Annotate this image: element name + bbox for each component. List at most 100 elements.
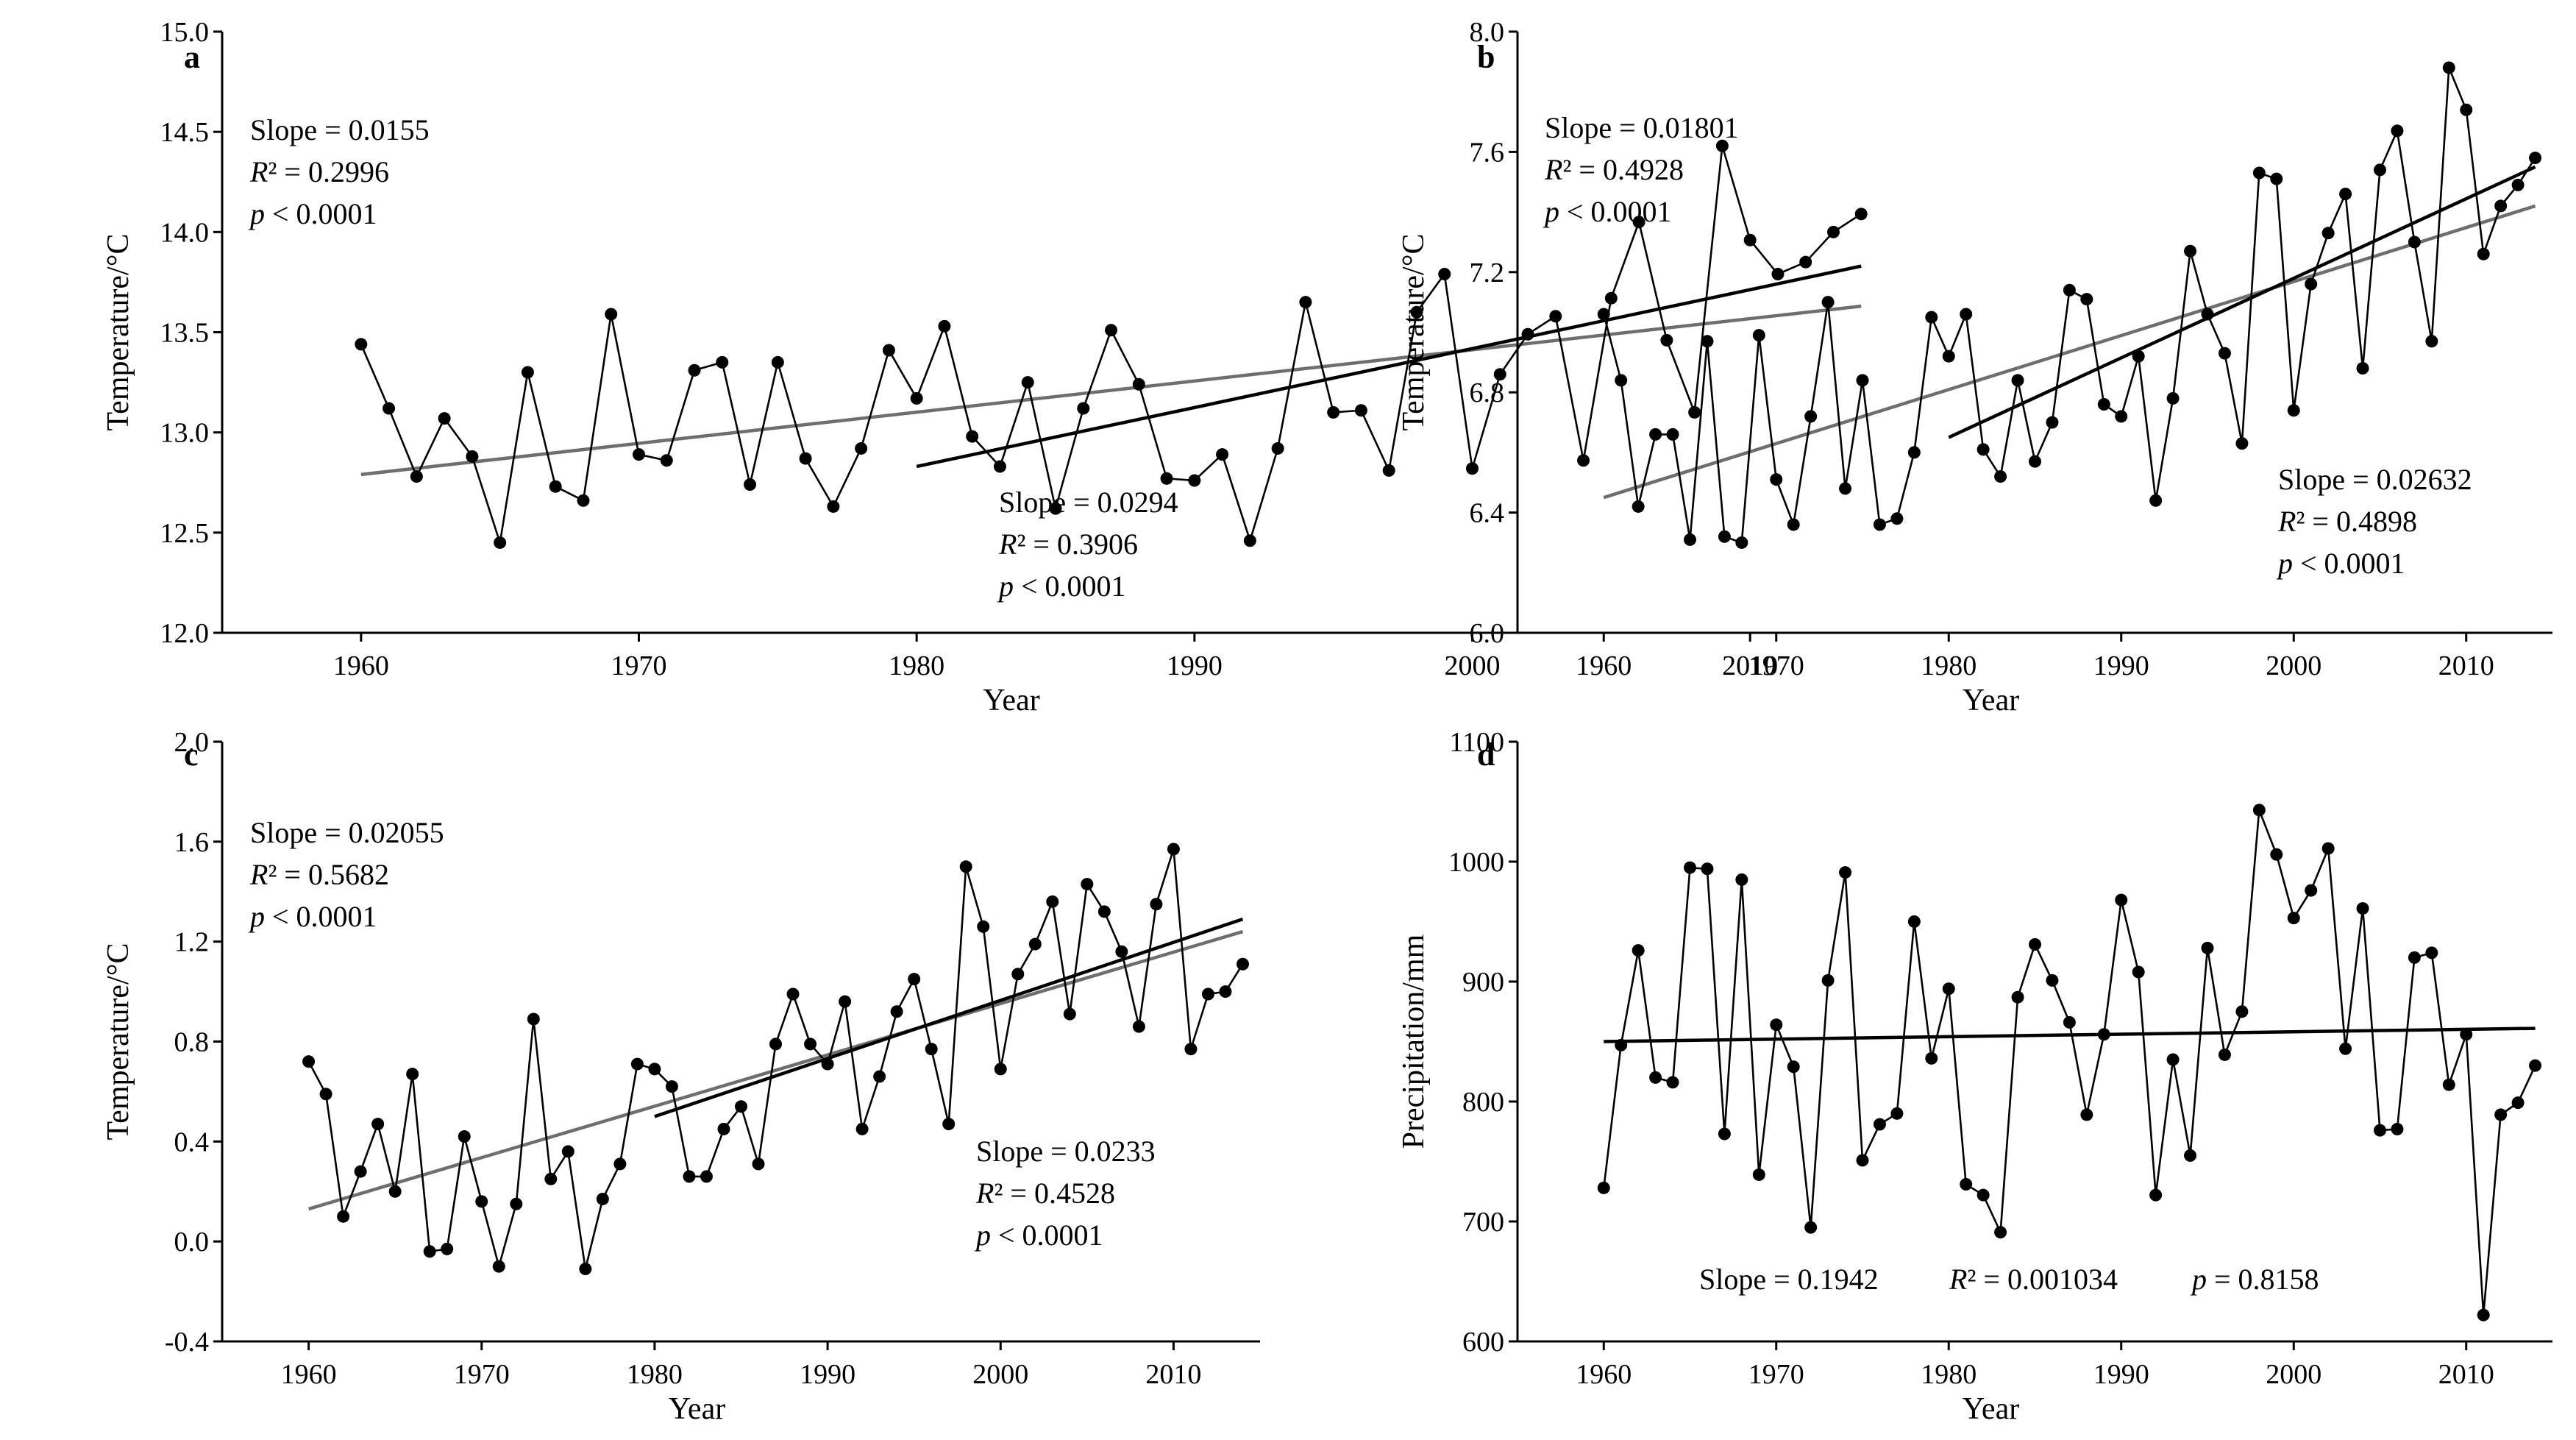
y-tick-label: 700 — [1462, 1207, 1504, 1238]
data-point — [1890, 1107, 1904, 1120]
data-point — [1821, 296, 1835, 309]
data-point — [716, 355, 729, 369]
data-point — [977, 920, 990, 933]
data-point — [458, 1130, 471, 1143]
data-point — [1701, 335, 1714, 348]
x-tick-label: 1970 — [611, 650, 667, 681]
data-point — [855, 441, 868, 455]
data-point — [521, 366, 534, 379]
data-point — [1028, 937, 1042, 951]
panel-label: a — [184, 39, 200, 75]
recent-trend-slope-text: Slope = 0.02632 — [2278, 463, 2472, 496]
data-point — [1049, 502, 1062, 515]
data-point — [2305, 884, 2318, 897]
data-point — [613, 1157, 627, 1171]
data-point — [1219, 985, 1232, 999]
data-point — [2425, 946, 2438, 960]
data-point — [1549, 310, 1562, 323]
x-axis-title: Year — [669, 1392, 725, 1426]
data-point — [1438, 268, 1451, 281]
data-point — [383, 402, 396, 415]
data-point — [890, 1005, 903, 1018]
x-tick-label: 1980 — [627, 1359, 683, 1390]
data-point — [527, 1012, 540, 1026]
data-point — [1046, 895, 1059, 908]
y-tick-label: 1100 — [1449, 727, 1504, 758]
data-point — [1382, 464, 1395, 477]
data-point — [510, 1197, 523, 1210]
data-point — [1271, 441, 1284, 455]
data-point — [1890, 512, 1904, 525]
data-point — [302, 1055, 316, 1068]
data-point — [2494, 199, 2508, 213]
data-point — [2046, 973, 2059, 987]
data-point — [1632, 944, 1645, 957]
data-point — [1105, 324, 1118, 337]
data-point — [1960, 308, 1973, 321]
data-point — [2339, 188, 2352, 201]
data-point — [821, 1057, 834, 1071]
data-point — [993, 460, 1006, 473]
x-tick-label: 2010 — [1145, 1359, 1201, 1390]
data-point — [354, 1165, 367, 1178]
data-point — [1715, 139, 1729, 152]
data-point — [2097, 398, 2110, 411]
trend-line-1980-2014 — [916, 264, 1862, 469]
data-point — [1752, 329, 1765, 342]
data-point — [441, 1242, 454, 1255]
data-point — [1236, 957, 1249, 971]
data-point — [1743, 233, 1757, 246]
data-point — [938, 319, 951, 333]
data-point — [1615, 1038, 1628, 1051]
data-point — [2321, 227, 2335, 240]
data-point — [1688, 405, 1701, 419]
data-point — [1666, 1076, 1679, 1089]
data-point — [596, 1192, 609, 1205]
series-line — [1603, 809, 2536, 1316]
data-point — [605, 308, 618, 321]
data-point — [2321, 842, 2335, 855]
data-point — [630, 1057, 644, 1071]
full-trend-r2-text: R² = 0.2996 — [249, 155, 389, 188]
data-point — [337, 1210, 350, 1223]
data-point — [2494, 1108, 2508, 1121]
x-tick-label: 1970 — [1748, 1359, 1804, 1390]
data-point — [1354, 404, 1367, 417]
data-point — [2374, 1124, 2386, 1137]
data-point — [2477, 247, 2490, 260]
data-point — [1493, 368, 1506, 381]
data-point — [1666, 428, 1679, 441]
recent-trend-p-text: p < 0.0001 — [997, 570, 1126, 603]
data-point — [908, 973, 921, 986]
data-point — [1718, 1127, 1731, 1141]
y-tick-label: 15.0 — [160, 17, 210, 48]
data-point — [2184, 1149, 2197, 1162]
data-point — [771, 355, 784, 369]
data-point — [1097, 905, 1111, 918]
x-axis-title: Year — [1963, 684, 2019, 717]
x-tick-label: 1970 — [1748, 650, 1804, 681]
data-point — [1942, 350, 1955, 363]
panel-label: c — [184, 737, 199, 773]
data-point — [2011, 374, 2024, 387]
data-point — [1150, 898, 1163, 911]
data-point — [1243, 534, 1256, 547]
full-trend-slope-text: Slope = 0.0155 — [250, 113, 430, 146]
data-point — [2477, 1308, 2490, 1322]
data-point — [744, 478, 757, 491]
y-tick-label: 14.5 — [160, 117, 210, 148]
data-point — [2201, 941, 2214, 954]
data-point — [492, 1260, 505, 1273]
data-point — [2356, 362, 2369, 375]
data-point — [827, 500, 840, 513]
y-tick-label: 6.4 — [1470, 498, 1505, 529]
full-trend-r2-text: R² = 0.001034 — [1949, 1263, 2118, 1296]
data-point — [1188, 474, 1201, 487]
data-point — [799, 452, 812, 465]
data-point — [2063, 1015, 2076, 1029]
y-tick-label: 13.5 — [160, 318, 210, 349]
data-point — [1804, 1221, 1818, 1234]
data-point — [1770, 473, 1783, 486]
data-point — [1021, 376, 1034, 389]
data-point — [1632, 216, 1645, 229]
